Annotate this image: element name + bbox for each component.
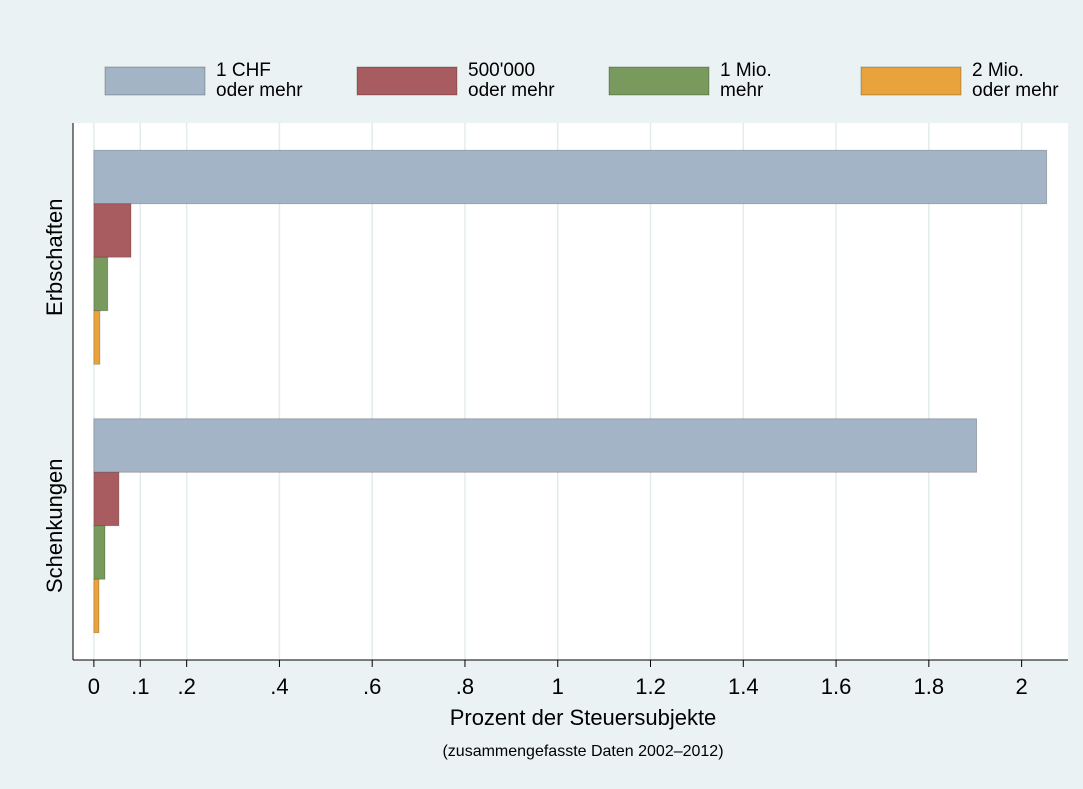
legend-label: 2 Mio. oder mehr (972, 60, 1059, 101)
x-tick-label: .6 (363, 674, 381, 699)
bar (93, 149, 1048, 205)
category-label: Erbschaften (42, 199, 67, 316)
x-tick-label: 1.8 (914, 674, 945, 699)
x-axis-title: Prozent der Steuersubjekte (450, 705, 717, 730)
note: (zusammengefasste Daten 2002–2012) (442, 743, 723, 760)
x-tick-label: 1.6 (821, 674, 852, 699)
bar (93, 578, 100, 634)
x-tick-label: .2 (177, 674, 195, 699)
bar (93, 310, 101, 365)
bar (93, 471, 120, 527)
legend-label: 500'000 oder mehr (468, 60, 555, 101)
bar (93, 525, 106, 580)
plot-area (73, 123, 1068, 660)
legend-swatch (356, 66, 458, 96)
grid (93, 123, 1023, 660)
category-label: Schenkungen (42, 458, 67, 593)
x-tick-label: 1 (552, 674, 564, 699)
x-tick-label: .1 (131, 674, 149, 699)
x-tick-label: .4 (270, 674, 288, 699)
bar (93, 256, 109, 312)
legend-swatch (860, 66, 962, 96)
x-tick-label: 2 (1015, 674, 1027, 699)
legend-swatch (104, 66, 206, 96)
bar (93, 418, 978, 473)
x-tick-label: .8 (456, 674, 474, 699)
legend-label: 1 Mio. mehr (720, 60, 772, 101)
bar (93, 203, 132, 258)
x-tick-label: 1.2 (635, 674, 666, 699)
x-tick-label: 0 (88, 674, 100, 699)
legend-label: 1 CHF oder mehr (216, 60, 303, 101)
x-tick-label: 1.4 (728, 674, 759, 699)
legend-swatch (608, 66, 710, 96)
